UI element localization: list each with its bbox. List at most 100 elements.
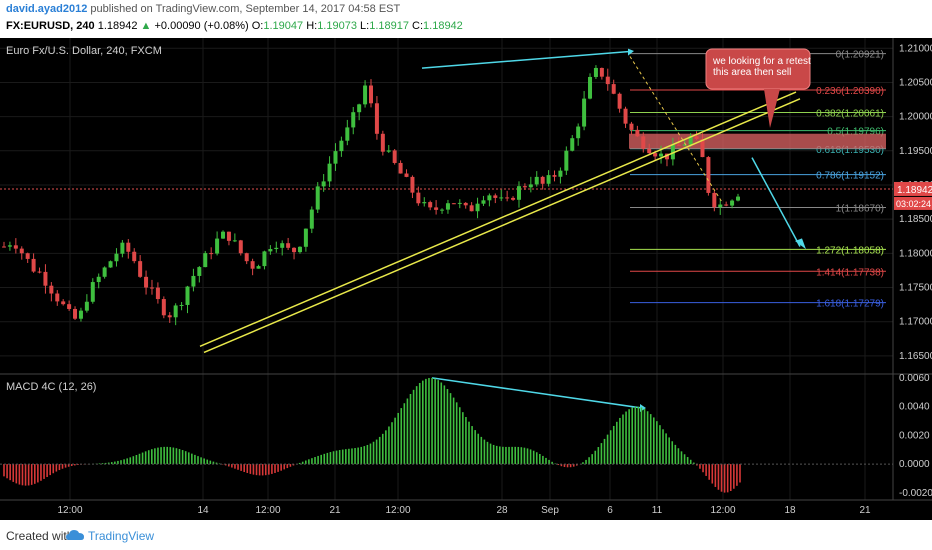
publish-text: published on TradingView.com, September … xyxy=(90,3,401,15)
y-tick-label: 1.18000 xyxy=(899,248,932,259)
candle-body xyxy=(351,112,356,128)
countdown-badge xyxy=(894,196,932,210)
symbol-label: FX:EURUSD, 240 xyxy=(6,20,95,32)
candle-body xyxy=(256,266,261,269)
candle-body xyxy=(398,162,403,174)
candle-body xyxy=(522,186,527,188)
candle-body xyxy=(209,253,214,255)
candle-body xyxy=(67,304,72,309)
candle-body xyxy=(682,144,687,146)
candle-body xyxy=(481,200,486,204)
candle-body xyxy=(718,204,723,208)
candle-body xyxy=(37,271,42,273)
y-tick-label: 1.18500 xyxy=(899,214,932,225)
fib-level-label: 0(1.20921) xyxy=(836,50,884,61)
candle-body xyxy=(144,276,149,288)
candle-body xyxy=(469,205,474,212)
candle-body xyxy=(321,181,326,187)
candle-body xyxy=(369,85,373,104)
macd-divergence-line xyxy=(431,377,643,409)
candle-body xyxy=(736,196,740,201)
candle-body xyxy=(19,248,24,254)
candle-body xyxy=(274,247,279,250)
candle-body xyxy=(268,249,273,252)
candle-body xyxy=(487,195,492,201)
candle-body xyxy=(55,293,60,302)
candle-body xyxy=(653,153,658,157)
candle-body xyxy=(339,140,344,152)
candle-body xyxy=(404,173,409,177)
fib-level-label: 1(1.18670) xyxy=(836,204,884,215)
candle-body xyxy=(61,301,66,305)
x-tick-label: 21 xyxy=(859,505,871,516)
chart-svg[interactable]: 1.210001.205001.200001.195001.190001.185… xyxy=(0,38,932,520)
y-tick-label: 1.19500 xyxy=(899,146,932,157)
candle-body xyxy=(78,310,83,319)
candle-body xyxy=(599,67,604,77)
candle-body xyxy=(688,136,693,145)
ohlc-line: FX:EURUSD, 240 1.18942 ▲ +0.00090 (+0.08… xyxy=(6,20,463,32)
candle-body xyxy=(445,203,450,210)
fib-level-label: 0.5(1.19796) xyxy=(827,127,884,138)
high-value: 1.19073 xyxy=(317,20,357,32)
candle-body xyxy=(203,253,208,268)
candle-body xyxy=(84,301,89,311)
candle-body xyxy=(434,207,439,210)
x-tick-label: 6 xyxy=(607,505,613,516)
candle-body xyxy=(155,287,160,300)
candle-body xyxy=(25,253,30,259)
candle-body xyxy=(114,253,119,262)
candle-body xyxy=(451,203,456,205)
candle-body xyxy=(303,228,308,247)
candle-body xyxy=(724,204,729,206)
low-value: 1.18917 xyxy=(369,20,409,32)
x-tick-label: 12:00 xyxy=(255,505,280,516)
footer: Created with TradingView xyxy=(0,520,932,550)
candle-body xyxy=(73,308,78,319)
candle-body xyxy=(659,153,664,157)
chart-title: Euro Fx/U.S. Dollar, 240, FXCM xyxy=(6,45,162,57)
candle-body xyxy=(102,267,107,277)
candle-body xyxy=(730,200,735,206)
candle-body xyxy=(374,103,379,134)
candle-body xyxy=(582,98,587,127)
candle-body xyxy=(179,304,184,306)
candle-body xyxy=(516,186,521,200)
author-link[interactable]: david.ayad2012 xyxy=(6,3,88,15)
tradingview-link[interactable]: TradingView xyxy=(88,529,155,543)
candle-body xyxy=(706,157,711,193)
candle-body xyxy=(457,202,462,204)
last-price: 1.18942 xyxy=(97,20,138,32)
candle-body xyxy=(197,267,202,276)
created-with-label: Created with xyxy=(6,529,74,543)
candle-body xyxy=(629,123,634,130)
candle-body xyxy=(558,170,563,177)
fib-level-label: 0.786(1.19152) xyxy=(816,171,884,182)
candle-body xyxy=(647,148,652,154)
x-tick-label: 28 xyxy=(496,505,508,516)
candle-body xyxy=(108,261,113,268)
candle-body xyxy=(7,245,12,247)
candle-body xyxy=(120,242,125,254)
candle-body xyxy=(528,184,533,188)
candle-body xyxy=(262,251,267,267)
candle-body xyxy=(345,127,350,141)
chart-area[interactable]: 1.210001.205001.200001.195001.190001.185… xyxy=(0,38,932,520)
current-price-label: 1.18942 xyxy=(897,185,932,196)
candle-body xyxy=(232,240,237,242)
candle-body xyxy=(700,138,705,158)
candle-body xyxy=(641,136,646,149)
candle-body xyxy=(499,197,504,199)
price-divergence-line xyxy=(421,50,629,69)
countdown-label: 03:02:24 xyxy=(896,199,931,209)
chart-header: david.ayad2012 published on TradingView.… xyxy=(0,0,932,38)
candle-body xyxy=(357,104,362,113)
arrow-head-icon xyxy=(628,48,634,56)
x-tick-label: 11 xyxy=(652,505,663,516)
current-price-badge xyxy=(894,181,932,196)
candle-body xyxy=(617,93,622,109)
annotation-pointer xyxy=(764,89,780,128)
candle-body xyxy=(138,261,143,277)
candle-body xyxy=(386,150,391,152)
fib-level-label: 1.272(1.18058) xyxy=(816,245,884,256)
